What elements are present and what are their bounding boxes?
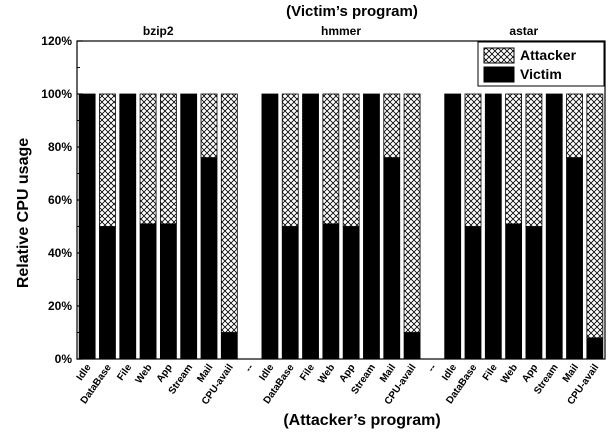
bar-victim <box>261 93 279 360</box>
bar-attacker <box>322 93 340 225</box>
bar-attacker <box>281 93 299 227</box>
bar-victim <box>180 93 198 360</box>
x-tick-label: Idle <box>440 362 459 383</box>
bar-attacker <box>586 93 604 339</box>
y-axis-title: Relative CPU usage <box>15 138 32 288</box>
x-tick-label: Idle <box>75 362 94 383</box>
x-tick-label-separator: -- <box>426 362 439 374</box>
y-tick-label: 40% <box>48 246 72 260</box>
x-tick-label: Idle <box>257 362 276 383</box>
x-tick-label-separator: -- <box>243 362 256 374</box>
bar-victim <box>281 226 299 360</box>
legend-label-attacker: Attacker <box>520 47 577 63</box>
group-labels-layer: bzip2 hmmer astar <box>143 24 539 38</box>
bar-victim <box>566 157 583 360</box>
x-axis-title: (Attacker’s program) <box>283 412 440 429</box>
x-tick-label: File <box>298 362 317 383</box>
legend-label-victim: Victim <box>520 66 562 82</box>
plot-frame <box>76 40 606 360</box>
y-axis: 0% 20% 40% 60% 80% 100% 120% <box>41 34 83 366</box>
group-label: astar <box>509 24 538 38</box>
bar-victim <box>505 223 523 360</box>
legend: Attacker Victim <box>477 41 605 87</box>
bar-victim <box>464 226 482 360</box>
bar-victim <box>302 93 319 360</box>
chart-title: (Victim’s program) <box>286 3 418 20</box>
y-tick-label: 120% <box>41 34 72 48</box>
bar-attacker <box>566 93 583 158</box>
bars-layer <box>78 93 604 360</box>
bar-attacker <box>403 93 421 333</box>
bar-victim <box>78 93 96 360</box>
legend-swatch-victim <box>483 66 515 83</box>
x-tick-label: Web <box>316 362 337 385</box>
x-tick-label: File <box>481 362 500 383</box>
bar-victim <box>200 157 218 360</box>
group-label: bzip2 <box>143 24 174 38</box>
legend-swatch-attacker <box>483 47 515 64</box>
y-tick-label: 20% <box>48 299 72 313</box>
bar-attacker <box>159 93 177 225</box>
bar-victim <box>363 93 380 360</box>
bar-attacker <box>342 93 360 227</box>
bar-victim <box>342 226 360 360</box>
bar-attacker <box>200 93 218 158</box>
bar-victim <box>99 226 116 360</box>
x-tick-label: File <box>115 362 134 383</box>
bar-victim <box>139 223 157 360</box>
bar-attacker <box>464 93 482 227</box>
x-tick-label: Web <box>134 362 155 385</box>
bar-attacker <box>99 93 116 227</box>
bar-attacker <box>383 93 401 158</box>
bar-attacker <box>139 93 157 225</box>
bar-victim <box>159 223 177 360</box>
bar-victim <box>119 93 137 360</box>
bar-victim <box>484 93 502 360</box>
y-tick-label: 60% <box>48 193 72 207</box>
bar-victim <box>322 223 340 360</box>
bar-victim <box>545 93 563 360</box>
y-tick-label: 0% <box>55 352 73 366</box>
y-tick-label: 80% <box>48 140 72 154</box>
x-tick-label: Web <box>499 362 520 385</box>
bar-attacker <box>525 93 543 227</box>
bar-attacker <box>505 93 523 225</box>
y-tick-label: 100% <box>41 87 72 101</box>
bar-victim <box>444 93 462 360</box>
bar-attacker <box>220 93 238 333</box>
group-label: hmmer <box>321 24 361 38</box>
bar-victim <box>383 157 401 360</box>
bar-victim <box>525 226 543 360</box>
